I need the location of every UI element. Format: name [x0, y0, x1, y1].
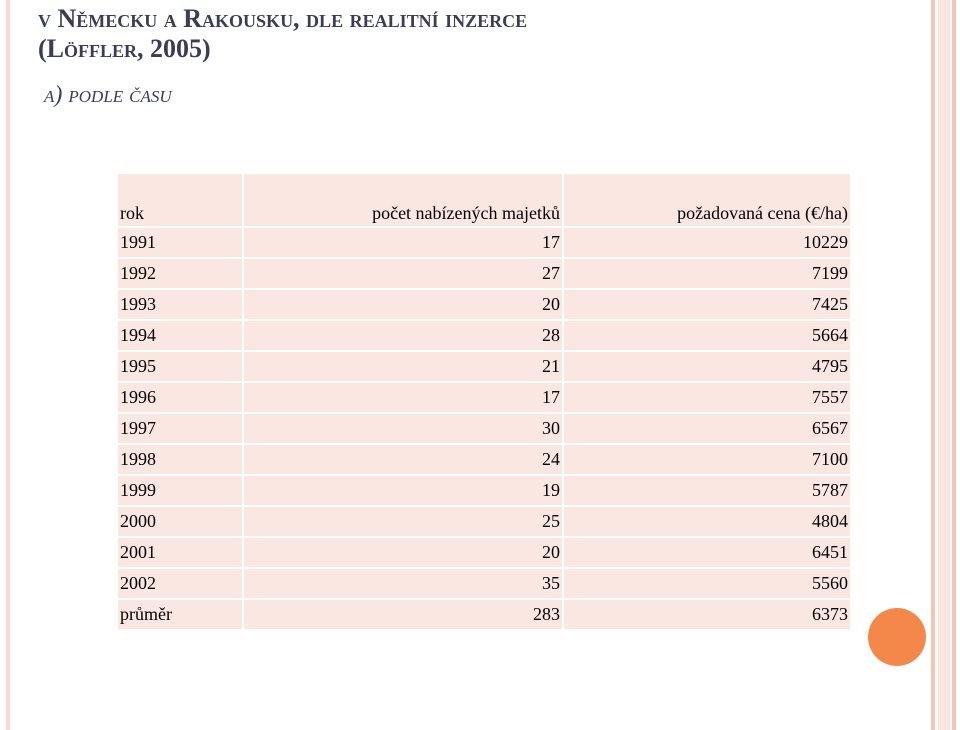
table-row: 2000 25 4804: [118, 507, 850, 536]
cell-year: 1993: [118, 290, 242, 319]
cell-count: 24: [244, 445, 562, 474]
right-decor-band: [938, 0, 950, 730]
cell-count: 21: [244, 352, 562, 381]
table-row: 1999 19 5787: [118, 476, 850, 505]
cell-year: 2000: [118, 507, 242, 536]
data-table: rok počet nabízených majetků požadovaná …: [116, 172, 852, 631]
cell-year: 1992: [118, 259, 242, 288]
cell-count: 283: [244, 600, 562, 629]
cell-price: 4795: [564, 352, 850, 381]
table-row: 1995 21 4795: [118, 352, 850, 381]
cell-price: 7199: [564, 259, 850, 288]
cell-year: 1995: [118, 352, 242, 381]
cell-price: 5787: [564, 476, 850, 505]
cell-count: 28: [244, 321, 562, 350]
cell-price: 5664: [564, 321, 850, 350]
cell-count: 35: [244, 569, 562, 598]
cell-count: 25: [244, 507, 562, 536]
table-row: 1994 28 5664: [118, 321, 850, 350]
table-row: 1997 30 6567: [118, 414, 850, 443]
slide-subtitle: a) podle času: [44, 82, 172, 108]
table-row: 2002 35 5560: [118, 569, 850, 598]
cell-price: 10229: [564, 228, 850, 257]
cell-price: 6567: [564, 414, 850, 443]
cell-price: 5560: [564, 569, 850, 598]
cell-year: 2002: [118, 569, 242, 598]
cell-year: 1997: [118, 414, 242, 443]
cell-price: 7425: [564, 290, 850, 319]
right-decor-stripe: [931, 0, 935, 730]
cell-count: 27: [244, 259, 562, 288]
left-decor-stripe: [6, 0, 10, 730]
cell-average-label: průměr: [118, 600, 242, 629]
table-header-row: rok počet nabízených majetků požadovaná …: [118, 174, 850, 226]
cell-price: 4804: [564, 507, 850, 536]
table-row: 1991 17 10229: [118, 228, 850, 257]
column-header-price: požadovaná cena (€/ha): [564, 174, 850, 226]
slide-title-line2: (Löffler, 2005): [38, 34, 211, 63]
table-row-average: průměr 283 6373: [118, 600, 850, 629]
slide-title: v Německu a Rakousku, dle realitní inzer…: [38, 4, 527, 64]
cell-price: 6373: [564, 600, 850, 629]
cell-count: 20: [244, 290, 562, 319]
cell-year: 2001: [118, 538, 242, 567]
column-header-offered-count: počet nabízených majetků: [244, 174, 562, 226]
cell-year: 1991: [118, 228, 242, 257]
cell-year: 1994: [118, 321, 242, 350]
table-row: 1998 24 7100: [118, 445, 850, 474]
cell-count: 17: [244, 383, 562, 412]
table-row: 1993 20 7425: [118, 290, 850, 319]
table-row: 2001 20 6451: [118, 538, 850, 567]
cell-year: 1998: [118, 445, 242, 474]
cell-count: 19: [244, 476, 562, 505]
decorative-circle: [868, 608, 926, 666]
cell-year: 1999: [118, 476, 242, 505]
column-header-year: rok: [118, 174, 242, 226]
cell-count: 30: [244, 414, 562, 443]
slide-title-line1: v Německu a Rakousku, dle realitní inzer…: [38, 4, 528, 33]
cell-count: 20: [244, 538, 562, 567]
table-row: 1992 27 7199: [118, 259, 850, 288]
cell-count: 17: [244, 228, 562, 257]
cell-price: 7100: [564, 445, 850, 474]
table-row: 1996 17 7557: [118, 383, 850, 412]
cell-year: 1996: [118, 383, 242, 412]
cell-price: 7557: [564, 383, 850, 412]
right-decor-stripe: [952, 0, 956, 730]
cell-price: 6451: [564, 538, 850, 567]
